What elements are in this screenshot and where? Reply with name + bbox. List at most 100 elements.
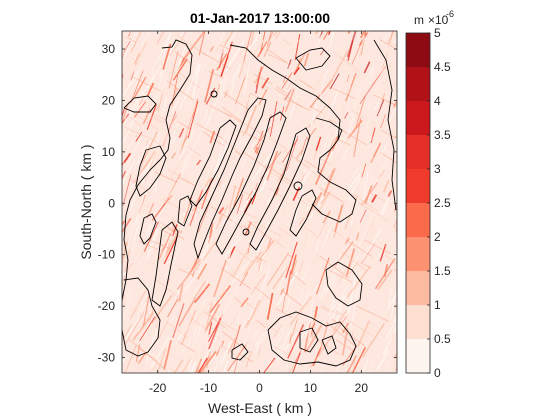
heat-streak [345, 179, 365, 193]
heat-streak [123, 0, 129, 19]
heat-streak [156, 348, 167, 373]
heat-streak [155, 278, 182, 301]
heat-streak [254, 182, 259, 191]
heat-streak [334, 52, 360, 72]
heat-streak [153, 19, 156, 24]
heat-streak [284, 179, 303, 206]
heat-streak [122, 135, 127, 146]
heat-streak [400, 18, 406, 29]
heat-streak [383, 263, 389, 277]
heat-streak [144, 151, 157, 182]
heat-streak [169, 367, 177, 373]
heat-streak [268, 244, 277, 260]
heat-streak [263, 357, 276, 373]
heat-streak [241, 224, 249, 230]
heat-streak [349, 31, 351, 32]
heat-streak [355, 249, 382, 263]
heat-streak [132, 363, 142, 371]
heat-streak [162, 96, 168, 114]
heat-streak [163, 340, 172, 370]
heat-streak [374, 0, 383, 27]
heat-streak [368, 134, 375, 145]
heat-streak [168, 51, 179, 89]
y-tick-label: 30 [102, 42, 116, 56]
contour-line [151, 221, 179, 307]
heat-streak [256, 320, 266, 328]
heat-streak [149, 228, 159, 248]
heat-streak [128, 339, 158, 362]
heat-streak [385, 317, 397, 340]
contour-line [123, 95, 157, 113]
heat-streak [113, 56, 119, 64]
heat-streak [161, 32, 172, 61]
heat-streak [380, 152, 397, 164]
heat-streak [287, 81, 293, 90]
heat-streak [172, 303, 185, 339]
heat-streak [105, 27, 112, 43]
heat-streak [285, 332, 299, 350]
heat-streak [137, 208, 150, 217]
heat-streak [212, 173, 221, 183]
heat-streak [255, 221, 270, 259]
colorbar-tick-label: 1.5 [434, 264, 451, 278]
heat-streak [376, 169, 386, 180]
heat-streak [199, 346, 207, 356]
heat-streak [136, 302, 147, 317]
heat-streak [290, 259, 298, 280]
heat-streak [214, 342, 222, 373]
heat-streak [350, 10, 354, 27]
heat-streak [147, 239, 170, 249]
heat-streak [351, 346, 367, 373]
heat-streak [187, 358, 192, 373]
contour-lines [122, 39, 397, 367]
heat-streak [256, 90, 268, 98]
heat-streak [310, 99, 318, 127]
heat-streak [282, 97, 311, 111]
heat-streak [358, 35, 366, 59]
colorbar-swatch [406, 203, 430, 237]
heat-streak [148, 117, 168, 127]
heat-streak [140, 245, 146, 259]
heat-streak [287, 59, 292, 70]
heat-streak [331, 114, 356, 130]
heat-streak [347, 86, 352, 95]
heat-streak [125, 138, 142, 168]
heat-streak [288, 74, 299, 97]
heat-streak [180, 153, 188, 181]
heat-streak [304, 226, 320, 238]
heat-streak [364, 177, 375, 194]
heat-streak [244, 98, 248, 106]
colorbar-tick-label: 0 [434, 366, 441, 380]
heat-streak [267, 136, 289, 150]
heat-streak [341, 161, 368, 177]
heat-streak [208, 229, 213, 239]
heat-streak [163, 213, 175, 219]
heat-streak [123, 152, 132, 163]
heat-streak [312, 346, 319, 355]
heat-streak [116, 347, 120, 355]
heat-streak [152, 88, 160, 101]
heat-streak [123, 117, 136, 143]
heat-streak [205, 31, 208, 34]
heat-streak [155, 31, 158, 34]
contour-line [139, 213, 157, 245]
heat-streak [263, 331, 268, 339]
heat-streak [326, 151, 334, 162]
y-tick-label: 0 [108, 196, 115, 210]
heat-streak [322, 210, 332, 224]
heat-streak [232, 324, 241, 351]
heat-streak [208, 322, 213, 335]
heat-streak [256, 122, 270, 148]
heat-streak [236, 62, 241, 81]
heat-streak [136, 197, 154, 211]
contour-line [293, 181, 303, 191]
heat-streak [213, 33, 236, 65]
heat-streak [341, 148, 348, 162]
heat-streak [239, 188, 256, 213]
heat-streak [123, 90, 144, 125]
heat-streak [218, 180, 222, 187]
heat-streak [273, 345, 283, 358]
heat-streak [169, 115, 178, 126]
heat-streak [328, 31, 335, 47]
heat-streak [290, 254, 297, 275]
